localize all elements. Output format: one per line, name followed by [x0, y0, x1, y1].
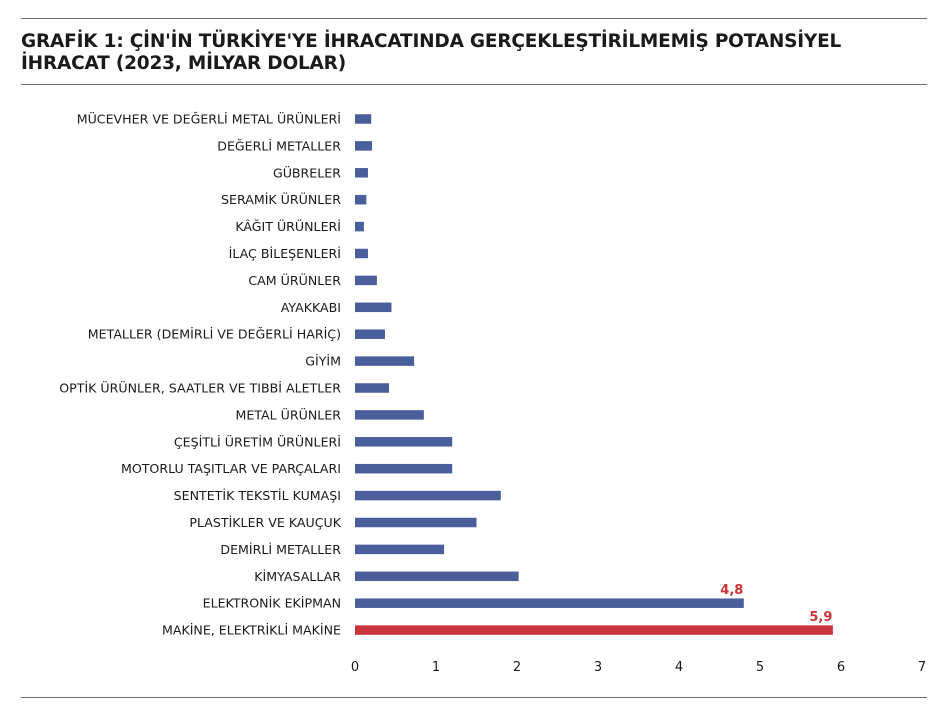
bar-10 — [355, 356, 415, 366]
category-label-9: METALLER (DEMİRLİ VE DEĞERLİ HARİÇ) — [88, 327, 341, 342]
top-rule — [21, 18, 927, 19]
bar-8 — [355, 302, 392, 313]
category-label-2: DEĞERLİ METALLER — [217, 138, 341, 153]
x-tick-4: 4 — [675, 660, 683, 675]
category-label-19: ELEKTRONİK EKİPMAN — [203, 596, 341, 611]
bar-11 — [355, 383, 390, 393]
category-label-16: PLASTİKLER VE KAUÇUK — [189, 515, 341, 530]
bar-6 — [355, 248, 368, 259]
bar-3 — [355, 168, 368, 178]
x-tick-2: 2 — [513, 660, 521, 675]
category-label-11: OPTİK ÜRÜNLER, SAATLER VE TIBBİ ALETLER — [59, 380, 341, 396]
x-tick-3: 3 — [594, 660, 602, 675]
category-labels: MÜCEVHER VE DEĞERLİ METAL ÜRÜNLERİ DEĞERL… — [59, 111, 341, 638]
bar-4 — [355, 194, 367, 205]
bar-13 — [355, 437, 453, 447]
x-axis-ticks: 0 1 2 3 4 5 6 7 — [351, 660, 926, 675]
bar-5 — [355, 221, 364, 232]
x-tick-5: 5 — [756, 660, 764, 675]
bar-15 — [355, 490, 501, 501]
bar-9 — [355, 329, 385, 339]
bar-1 — [355, 114, 372, 124]
category-label-17: DEMİRLİ METALLER — [220, 542, 341, 557]
data-label-19: 4,8 — [720, 583, 743, 598]
category-label-5: KÂĞIT ÜRÜNLERİ — [235, 218, 341, 234]
x-tick-1: 1 — [432, 660, 440, 675]
category-label-3: GÜBRELER — [273, 164, 341, 180]
title-underline — [21, 84, 927, 85]
category-label-10: GİYİM — [305, 354, 341, 369]
x-tick-7: 7 — [918, 660, 926, 675]
category-label-18: KİMYASALLAR — [254, 569, 341, 584]
bar-12 — [355, 410, 424, 420]
x-tick-0: 0 — [351, 660, 359, 675]
bar-19 — [355, 598, 744, 608]
chart-title: GRAFİK 1: ÇİN'İN TÜRKİYE'YE İHRACATINDA … — [21, 31, 842, 74]
category-label-6: İLAÇ BİLEŞENLERİ — [229, 246, 341, 261]
bars-group — [355, 114, 833, 635]
data-label-20: 5,9 — [809, 610, 832, 625]
bar-20 — [355, 625, 833, 635]
category-label-20: MAKİNE, ELEKTRİKLİ MAKİNE — [162, 623, 341, 638]
category-label-1: MÜCEVHER VE DEĞERLİ METAL ÜRÜNLERİ — [77, 111, 341, 127]
category-label-4: SERAMİK ÜRÜNLER — [221, 191, 341, 207]
bar-14 — [355, 463, 453, 474]
bar-7 — [355, 275, 377, 286]
category-label-15: SENTETİK TEKSTİL KUMAŞI — [174, 488, 341, 503]
x-tick-6: 6 — [837, 660, 845, 675]
bar-17 — [355, 544, 445, 555]
bottom-rule — [21, 697, 927, 698]
bar-16 — [355, 517, 477, 528]
category-label-13: ÇEŞİTLİ ÜRETİM ÜRÜNLERİ — [174, 433, 341, 449]
category-label-8: AYAKKABI — [281, 300, 341, 315]
category-label-12: METAL ÜRÜNLER — [235, 406, 341, 422]
bar-18 — [355, 571, 519, 582]
category-label-7: CAM ÜRÜNLER — [248, 272, 341, 288]
data-labels: 4,8 5,9 — [720, 583, 832, 625]
bar-2 — [355, 141, 373, 151]
category-label-14: MOTORLU TAŞITLAR VE PARÇALARI — [121, 461, 341, 476]
